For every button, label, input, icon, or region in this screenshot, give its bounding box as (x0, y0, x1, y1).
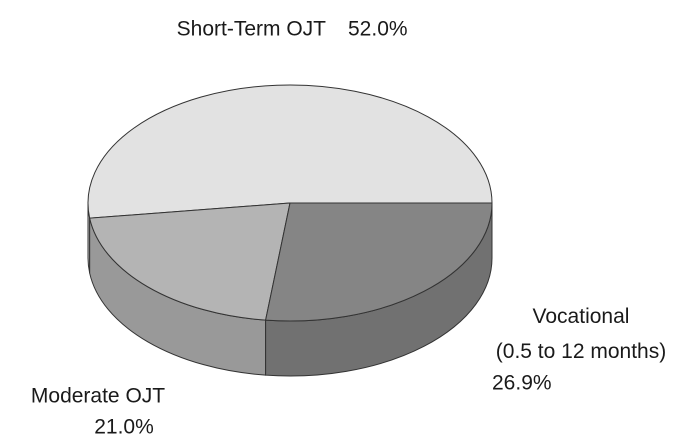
slice-value-label: 21.0% (94, 416, 154, 437)
label-line: Vocational (533, 305, 630, 328)
slice-label: Short-Term OJT (177, 18, 327, 41)
pie-slice (264, 202, 493, 322)
slice-value-label: 52.0% (348, 18, 408, 41)
slice-label: Vocational (0.5 to 12 months) (496, 305, 666, 363)
pie-slice (87, 84, 493, 219)
label-line: (0.5 to 12 months) (496, 340, 666, 363)
pie-slice (89, 202, 291, 321)
slice-label: Moderate OJT (31, 385, 165, 408)
slice-value-label: 26.9% (492, 372, 552, 395)
